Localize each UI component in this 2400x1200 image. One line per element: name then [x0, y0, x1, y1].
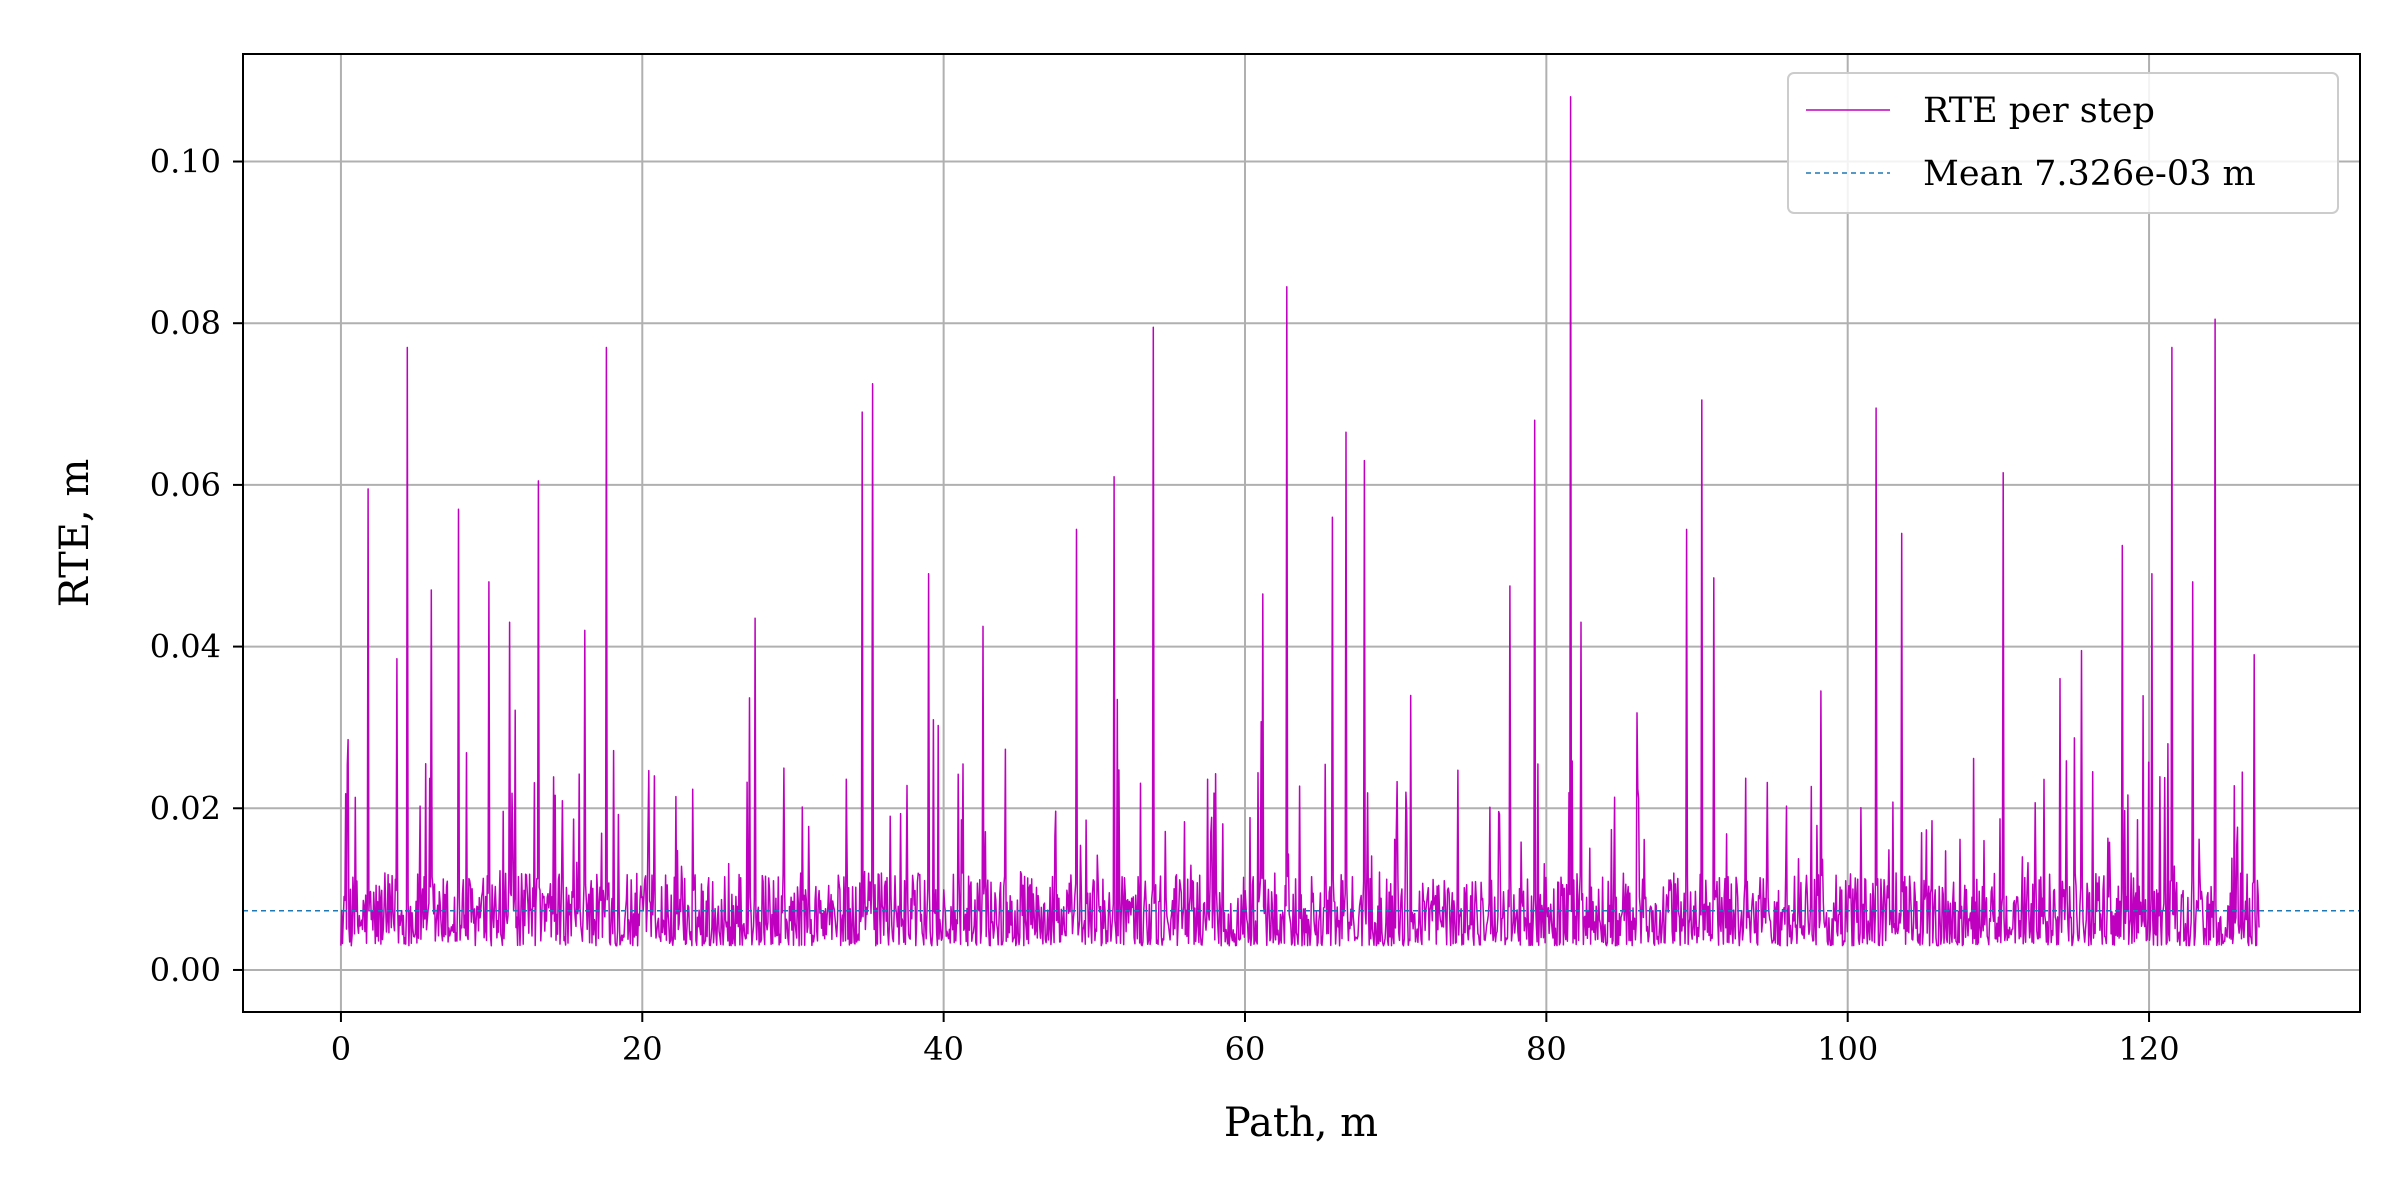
- x-tick-label: 80: [1526, 1030, 1567, 1068]
- x-axis-label: Path, m: [1224, 1100, 1378, 1146]
- y-axis-label: RTE, m: [52, 459, 98, 608]
- y-tick-label: 0.10: [150, 143, 221, 181]
- x-tick-label: 100: [1817, 1030, 1878, 1068]
- x-tick-label: 20: [622, 1030, 663, 1068]
- x-tick-label: 60: [1225, 1030, 1266, 1068]
- legend-box: [1787, 72, 2339, 214]
- legend-label-mean: Mean 7.326e-03 m: [1923, 154, 2256, 194]
- x-tick-label: 120: [2119, 1030, 2180, 1068]
- rte-per-step-line: [340, 96, 2260, 947]
- plot-frame: [242, 53, 2361, 1013]
- x-tick-label: 40: [923, 1030, 964, 1068]
- legend: RTE per step Mean 7.326e-03 m: [1787, 72, 2339, 214]
- plot-area: [243, 96, 2360, 947]
- y-tick-label: 0.02: [150, 789, 221, 827]
- y-gridlines: [243, 160, 2360, 971]
- x-tick-label: 0: [331, 1030, 351, 1068]
- legend-label-rte: RTE per step: [1923, 91, 2155, 131]
- x-axis-ticks: 0 20 40 60 80 100 120: [331, 1012, 2180, 1068]
- y-tick-label: 0.08: [150, 304, 221, 342]
- y-tick-label: 0.04: [150, 628, 221, 666]
- y-tick-label: 0.00: [150, 951, 221, 989]
- y-axis-ticks: 0.00 0.02 0.04 0.06 0.08 0.10: [150, 143, 243, 989]
- y-tick-label: 0.06: [150, 466, 221, 504]
